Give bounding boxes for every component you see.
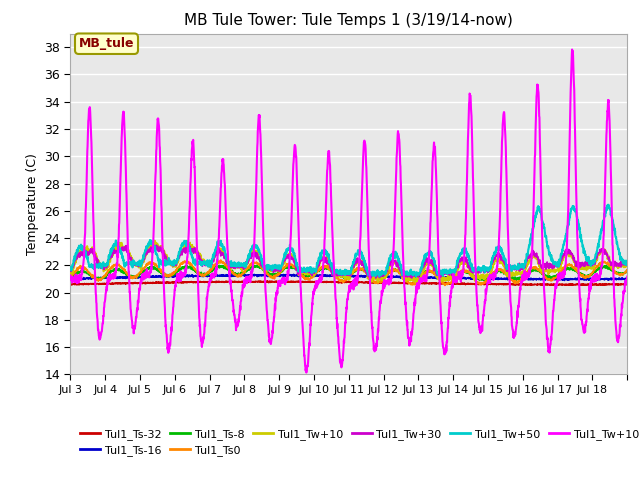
Legend: Tul1_Ts-32, Tul1_Ts-16, Tul1_Ts-8, Tul1_Ts0, Tul1_Tw+10, Tul1_Tw+30, Tul1_Tw+50,: Tul1_Ts-32, Tul1_Ts-16, Tul1_Ts-8, Tul1_… (76, 424, 640, 460)
Y-axis label: Temperature (C): Temperature (C) (26, 153, 38, 255)
Title: MB Tule Tower: Tule Temps 1 (3/19/14-now): MB Tule Tower: Tule Temps 1 (3/19/14-now… (184, 13, 513, 28)
Text: MB_tule: MB_tule (79, 37, 134, 50)
